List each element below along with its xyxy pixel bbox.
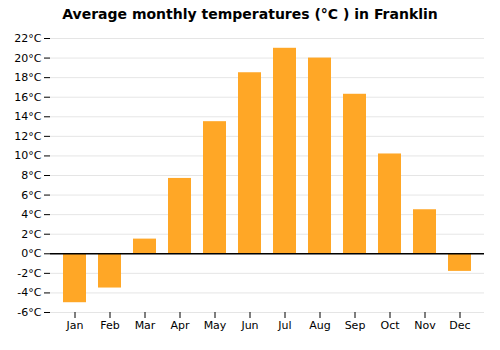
- svg-text:22°C: 22°C: [14, 32, 41, 45]
- svg-text:Feb: Feb: [100, 319, 119, 332]
- svg-text:14°C: 14°C: [14, 110, 41, 123]
- svg-text:Dec: Dec: [449, 319, 470, 332]
- svg-text:May: May: [204, 319, 227, 332]
- svg-text:20°C: 20°C: [14, 52, 41, 65]
- svg-text:Jun: Jun: [240, 319, 258, 332]
- svg-text:Mar: Mar: [135, 319, 156, 332]
- svg-text:-6°C: -6°C: [17, 306, 41, 319]
- svg-text:2°C: 2°C: [21, 228, 41, 241]
- svg-text:Jan: Jan: [66, 319, 84, 332]
- svg-text:Aug: Aug: [309, 319, 330, 332]
- svg-text:8°C: 8°C: [21, 169, 41, 182]
- svg-text:Nov: Nov: [414, 319, 436, 332]
- svg-text:4°C: 4°C: [21, 208, 41, 221]
- svg-text:10°C: 10°C: [14, 149, 41, 162]
- svg-text:Oct: Oct: [380, 319, 400, 332]
- svg-text:16°C: 16°C: [14, 91, 41, 104]
- svg-text:-4°C: -4°C: [17, 286, 41, 299]
- svg-text:Apr: Apr: [170, 319, 190, 332]
- svg-text:6°C: 6°C: [21, 189, 41, 202]
- svg-text:0°C: 0°C: [21, 247, 41, 260]
- svg-text:18°C: 18°C: [14, 71, 41, 84]
- html-text:Average monthly temperatures (: Average monthly temperatures (°C ) in Fr…: [62, 6, 438, 22]
- svg-text:12°C: 12°C: [14, 130, 41, 143]
- svg-text:Sep: Sep: [345, 319, 366, 332]
- svg-text:Jul: Jul: [277, 319, 291, 332]
- svg-text:-2°C: -2°C: [17, 267, 41, 280]
